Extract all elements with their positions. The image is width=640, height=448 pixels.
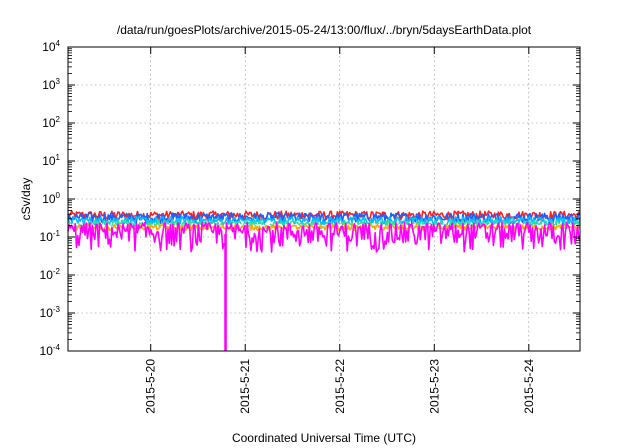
x-tick-label: 2015-5-23	[427, 359, 441, 414]
x-axis-label: Coordinated Universal Time (UTC)	[232, 431, 416, 445]
y-tick-label: 102	[42, 115, 60, 130]
chart-title: /data/run/goesPlots/archive/2015-05-24/1…	[117, 23, 532, 37]
y-tick-label: 10-2	[40, 267, 61, 282]
y-tick-label: 101	[42, 153, 60, 168]
series-line	[67, 223, 581, 229]
x-tick-label: 2015-5-24	[522, 359, 536, 414]
y-tick-label: 10-1	[40, 229, 61, 244]
series-line	[67, 224, 581, 232]
grid	[68, 47, 580, 351]
y-axis-label: cSv/day	[19, 178, 33, 221]
y-tick-label: 100	[42, 191, 60, 206]
x-tick-label: 2015-5-22	[333, 359, 347, 414]
x-tick-labels: 2015-5-20 2015-5-21 2015-5-22 2015-5-23 2015…	[144, 359, 536, 414]
y-tick-label: 103	[42, 77, 60, 92]
x-tick-label: 2015-5-20	[144, 359, 158, 414]
ticks	[68, 46, 580, 352]
x-tick-label: 2015-5-21	[238, 359, 252, 414]
series-line	[67, 221, 581, 253]
series-layer	[67, 210, 581, 351]
y-tick-labels: 10-4 10-3 10-2 10-1 100 101 102 103 104	[40, 39, 61, 358]
y-tick-label: 10-3	[40, 305, 61, 320]
y-tick-label: 104	[42, 39, 60, 54]
y-tick-label: 10-4	[40, 343, 61, 358]
series-line	[67, 210, 581, 221]
